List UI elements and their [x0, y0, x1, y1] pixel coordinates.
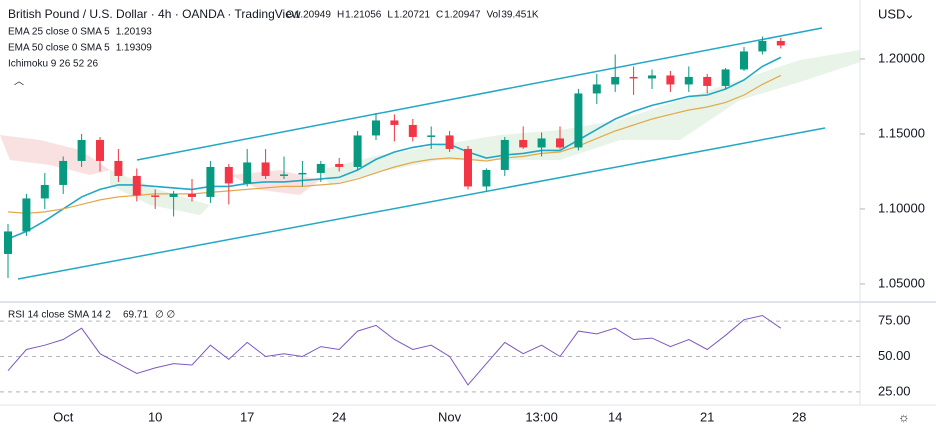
- candle-body: [482, 169, 491, 187]
- x-tick-label: 10: [148, 409, 162, 424]
- legend-name: Ichimoku 9 26 52 26: [8, 59, 98, 70]
- candle-body: [684, 76, 693, 85]
- candle-body: [280, 174, 288, 176]
- x-tick-label: 14: [608, 409, 622, 424]
- candle-body: [592, 84, 601, 94]
- candle-body: [206, 166, 215, 197]
- ohlc-key: Vol: [486, 10, 500, 21]
- candle-body: [151, 195, 160, 197]
- rsi-value: 69.71: [123, 310, 148, 321]
- y-tick-label: 1.20000: [878, 50, 925, 65]
- y-tick-label: 75.00: [878, 313, 911, 328]
- candle-body: [556, 138, 564, 148]
- candle-body: [464, 148, 472, 187]
- ohlc-key: H: [337, 10, 344, 21]
- candle-body: [537, 138, 546, 148]
- candle-body: [59, 160, 68, 185]
- ichimoku-cloud: [0, 50, 860, 215]
- x-tick-label: 21: [700, 409, 714, 424]
- candle-body: [114, 160, 123, 176]
- x-tick-label: 28: [792, 409, 806, 424]
- candle-body: [335, 163, 344, 167]
- cloud-red: [0, 135, 110, 175]
- candle-body: [574, 93, 583, 148]
- chart-title: British Pound / U.S. Dollar · 4h · OANDA…: [8, 7, 301, 21]
- candle-body: [4, 231, 12, 254]
- rsi-extra: ∅ ∅: [155, 310, 175, 321]
- candle-body: [703, 76, 712, 86]
- y-tick-label: 1.05000: [878, 275, 925, 290]
- candle-body: [666, 75, 675, 85]
- x-tick-label: Oct: [53, 409, 74, 424]
- ohlc-value: 1.20721: [394, 10, 431, 21]
- candle-body: [390, 120, 399, 125]
- ohlc-key: O: [286, 10, 294, 21]
- candle-body: [261, 162, 270, 176]
- x-tick-label: 17: [240, 409, 254, 424]
- candle-body: [408, 124, 417, 137]
- candle-body: [96, 139, 104, 161]
- ohlc-value: 1.20947: [444, 10, 481, 21]
- y-tick-label: 1.10000: [878, 200, 925, 215]
- ohlc-value: 39.451K: [501, 10, 539, 21]
- legend-value: 1.20193: [116, 27, 153, 38]
- y-tick-label: 50.00: [878, 348, 911, 363]
- legend-name: EMA 25 close 0 SMA 5: [8, 27, 110, 38]
- candle-body: [500, 139, 509, 170]
- candle-body: [316, 163, 325, 173]
- candle-body: [721, 69, 730, 86]
- ohlc-key: C: [436, 10, 443, 21]
- candle-body: [372, 120, 380, 136]
- candle-body: [758, 40, 767, 52]
- candle-body: [224, 166, 233, 184]
- candle-body: [427, 135, 436, 137]
- candle-body: [40, 184, 49, 199]
- channel-upper: [136, 27, 823, 161]
- candle-body: [353, 135, 362, 167]
- candle-body: [611, 76, 620, 85]
- collapse-legend[interactable]: ︿: [14, 77, 24, 88]
- x-tick-label: 24: [332, 409, 346, 424]
- candle-body: [776, 40, 785, 46]
- y-tick-label: 25.00: [878, 383, 911, 398]
- rsi-line: [7, 314, 782, 386]
- candle-body: [740, 51, 748, 70]
- channel-lower: [17, 127, 826, 280]
- candle-body: [77, 139, 86, 161]
- legend-name: EMA 50 close 0 SMA 5: [8, 43, 110, 54]
- candle-body: [519, 139, 528, 148]
- currency-label: USD: [878, 6, 905, 21]
- candle-body: [243, 162, 252, 184]
- ohlc-value: 1.20949: [295, 10, 332, 21]
- x-tick-label: 13:00: [525, 409, 558, 424]
- candle-body: [169, 193, 178, 197]
- ohlc-key: L: [387, 10, 393, 21]
- candle-body: [132, 175, 141, 196]
- settings-icon[interactable]: ☼: [898, 409, 910, 424]
- candle-body: [629, 76, 638, 79]
- x-tick-label: Nov: [438, 409, 462, 424]
- cloud-green: [320, 50, 860, 185]
- currency-dropdown[interactable]: ⌄: [904, 6, 915, 21]
- candle-body: [648, 75, 656, 79]
- ohlc-value: 1.21056: [345, 10, 382, 21]
- candle-body: [445, 135, 454, 149]
- legend-value: 1.19309: [116, 43, 153, 54]
- y-tick-label: 1.15000: [878, 125, 925, 140]
- candle-body: [188, 193, 196, 197]
- candle-body: [22, 198, 31, 232]
- candle-body: [298, 172, 307, 175]
- rsi-title: RSI 14 close SMA 14 2: [8, 310, 111, 321]
